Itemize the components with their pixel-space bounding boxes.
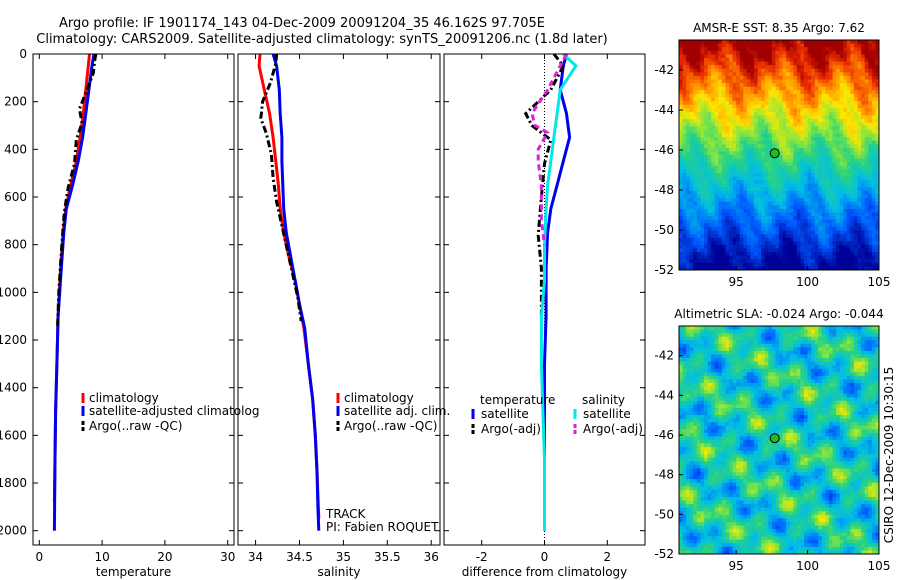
x-tick-label: 2 (603, 550, 611, 564)
x-tick-label: 36 (424, 550, 439, 564)
y-tick-label: 200 (4, 95, 27, 109)
map-x-tick-label: 100 (796, 559, 819, 573)
x-tick-label: 20 (157, 550, 172, 564)
legend-label: satellite adj. clim. (344, 404, 450, 418)
x-tick-label: -2 (476, 550, 488, 564)
legend-difference: temperature salinitysatelliteArgo(-adj)sa… (471, 393, 643, 436)
map-y-tick-label: -46 (654, 428, 674, 442)
legend-label: Argo(..raw -QC) (344, 419, 437, 433)
x-tick-label: 35 (336, 550, 351, 564)
annotation-track: TRACK (325, 507, 367, 521)
annotation-pi: PI: Fabien ROQUET (326, 520, 439, 534)
map-y-tick-label: -46 (654, 143, 674, 157)
series-line-difference-0 (543, 53, 572, 531)
series-line-temperature-2 (56, 53, 98, 329)
figure-title-line1: Argo profile: IF 1901174_143 04-Dec-2009… (59, 16, 545, 31)
y-tick-label: 400 (4, 142, 27, 156)
figure-title-line2: Climatology: CARS2009. Satellite-adjuste… (36, 32, 608, 47)
map-y-tick-label: -48 (654, 468, 674, 482)
legend-header: salinity (582, 393, 625, 407)
heatmap-cells (679, 326, 880, 555)
series-line-difference-3 (530, 53, 568, 245)
legend-label: Argo(..raw -QC) (89, 419, 182, 433)
x-axis-label: salinity (317, 565, 360, 579)
legend-header: temperature (480, 393, 555, 407)
x-tick-label: 34 (248, 550, 263, 564)
legend-label: Argo(-adj) (481, 422, 541, 436)
legend-label: satellite-adjusted climatolog (89, 404, 259, 418)
x-tick-label: 34.5 (286, 550, 313, 564)
map-y-tick-label: -42 (654, 349, 674, 363)
heatmap-cells (679, 40, 880, 271)
series-line-difference-2 (539, 52, 578, 531)
legend-label: climatology (344, 391, 414, 405)
argo-float-marker (769, 433, 780, 444)
y-tick-label: 1800 (0, 476, 27, 490)
map-y-tick-label: -44 (654, 103, 674, 117)
y-tick-label: 2000 (0, 524, 27, 538)
series-line-salinity-1 (271, 53, 321, 531)
map-x-tick-label: 95 (729, 559, 744, 573)
side-timestamp-label: CSIRO 12-Dec-2009 10:30:15 (882, 367, 896, 544)
y-tick-label: 1000 (0, 285, 27, 299)
y-tick-label: 1400 (0, 381, 27, 395)
x-axis-label: temperature (96, 565, 171, 579)
panel-salinity: 34 34.5 35 35.5 36 salinity climatologysatelli… (237, 53, 450, 579)
axes-frame-salinity (237, 53, 441, 546)
x-tick-label: 35.5 (374, 550, 401, 564)
legend-label: Argo(-adj) (583, 422, 643, 436)
y-tick-label: 1200 (0, 333, 27, 347)
legend-label: satellite (481, 407, 529, 421)
panel-temperature: 0 10 20 30 temperature 0 200 400 600 800 1000 1200 1… (0, 47, 259, 579)
map-y-tick-label: -52 (654, 263, 674, 277)
map-x-tick-label: 105 (868, 559, 891, 573)
map-frame (678, 39, 880, 271)
legend-label: satellite (583, 407, 631, 421)
series-line-temperature-1 (52, 53, 96, 531)
map-x-tick-label: 95 (729, 275, 744, 289)
series-line-difference-1 (523, 53, 566, 317)
map-panel-sst_map: 95 100 105 -42 -44 -46 -48 -50 -52 AMSR-E SST: 8.… (654, 21, 890, 289)
map-y-tick-label: -44 (654, 388, 674, 402)
series-line-salinity-2 (259, 53, 303, 322)
map-y-tick-label: -42 (654, 63, 674, 77)
x-tick-label: 0 (35, 550, 43, 564)
map-y-tick-label: -50 (654, 507, 674, 521)
series-line-salinity-0 (257, 53, 321, 519)
argo-float-marker (769, 148, 780, 159)
map-y-tick-label: -48 (654, 183, 674, 197)
map-title: AMSR-E SST: 8.35 Argo: 7.62 (693, 21, 865, 35)
map-frame (678, 325, 880, 555)
x-tick-label: 30 (220, 550, 235, 564)
x-axis-label: difference from climatology (462, 565, 628, 579)
x-tick-label: 10 (94, 550, 109, 564)
map-x-tick-label: 105 (868, 275, 891, 289)
x-tick-label: 0 (541, 550, 549, 564)
y-tick-label: 800 (4, 238, 27, 252)
y-tick-label: 0 (19, 47, 27, 61)
map-y-tick-label: -50 (654, 223, 674, 237)
y-tick-label: 1600 (0, 428, 27, 442)
axes-frame-temperature (32, 53, 235, 546)
map-y-tick-label: -52 (654, 547, 674, 561)
map-panel-sla_map: 95 100 105 -42 -44 -46 -48 -50 -52 Altimetric SLA… (654, 307, 890, 573)
map-title: Altimetric SLA: -0.024 Argo: -0.044 (674, 307, 883, 321)
legend-label: climatology (89, 391, 159, 405)
map-x-tick-label: 100 (796, 275, 819, 289)
y-tick-label: 600 (4, 190, 27, 204)
